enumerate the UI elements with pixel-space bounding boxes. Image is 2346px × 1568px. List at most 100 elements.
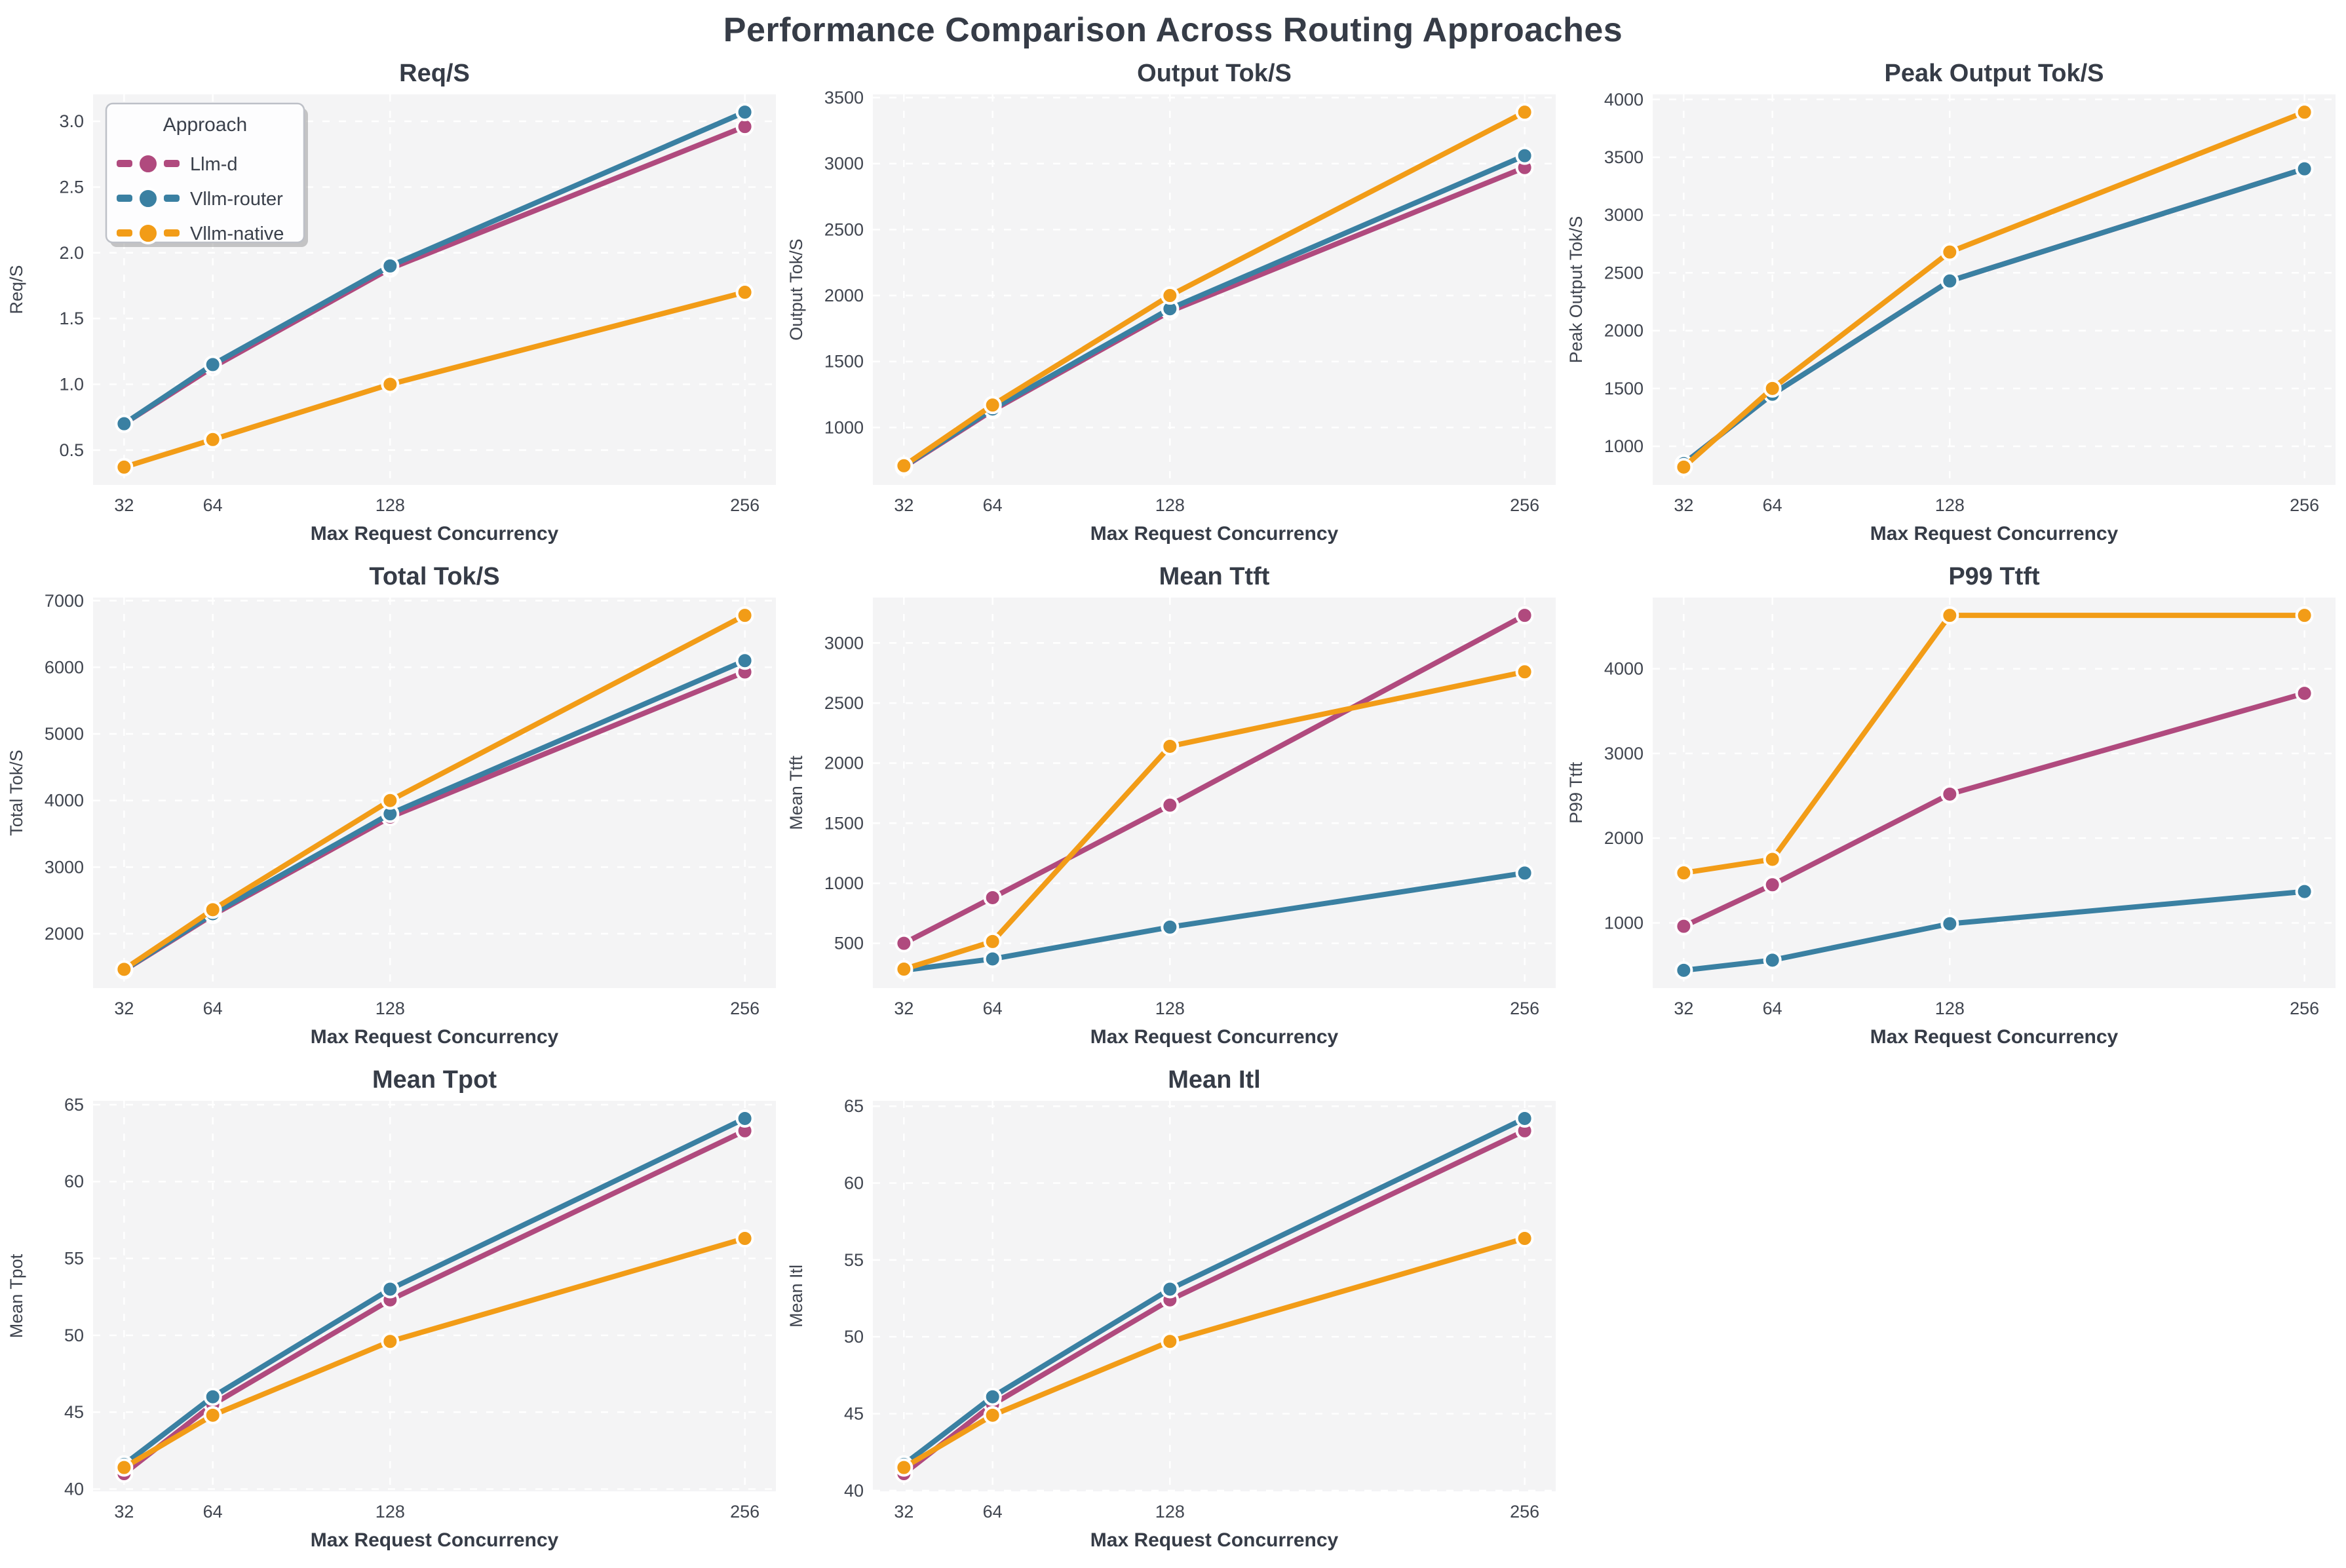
x-tick-labels: 32 64 128 256	[894, 495, 1539, 515]
svg-text:5000: 5000	[45, 724, 84, 744]
chart-title: Req/S	[399, 60, 470, 87]
legend-label: Vllm-native	[190, 223, 284, 244]
chart-title: Mean Itl	[1168, 1066, 1260, 1094]
svg-text:1000: 1000	[1604, 913, 1644, 932]
svg-text:65: 65	[844, 1096, 864, 1116]
svg-text:2000: 2000	[824, 286, 864, 305]
data-point-vllm-native	[115, 457, 134, 476]
svg-text:64: 64	[1763, 495, 1782, 515]
chart-mean-ttft: Mean Ttft 500 1000 1500 2000 2500 3000 32 64 128 2…	[782, 557, 1562, 1060]
svg-text:2500: 2500	[1604, 263, 1644, 282]
y-tick-labels: 1000 2000 3000 4000	[1604, 659, 1644, 933]
svg-text:64: 64	[203, 495, 223, 515]
svg-text:256: 256	[730, 495, 760, 515]
chart-grid: Req/S 0.5 1.0 1.5 2.0 2.5 3.0 32 64 128 256 Max Req…	[3, 54, 2346, 1563]
page-title: Performance Comparison Across Routing Ap…	[723, 11, 1623, 49]
y-tick-labels: 1000 1500 2000 2500 3000 3500 4000	[1604, 90, 1644, 456]
svg-text:256: 256	[730, 999, 760, 1018]
svg-text:32: 32	[114, 999, 134, 1018]
x-axis-label: Max Request Concurrency	[1090, 523, 1339, 545]
data-point-vllm-native	[894, 1458, 913, 1477]
svg-text:60: 60	[64, 1172, 84, 1191]
svg-text:3000: 3000	[824, 633, 864, 653]
svg-text:1000: 1000	[1604, 436, 1644, 456]
data-point-vllm-router	[1674, 961, 1693, 980]
svg-text:45: 45	[844, 1404, 864, 1424]
chart-svg-peak-output-tok-s: Peak Output Tok/S 1000 1500 2000 2500 3000 350…	[1566, 60, 2336, 545]
svg-text:128: 128	[375, 999, 405, 1018]
y-axis-label: Mean Itl	[786, 1265, 806, 1328]
legend-marker-icon	[137, 187, 159, 210]
legend-label: Vllm-router	[190, 189, 283, 210]
data-point-vllm-native	[1940, 242, 1959, 261]
chart-svg-req-s: Req/S 0.5 1.0 1.5 2.0 2.5 3.0 32 64 128 256 Max Req…	[7, 60, 776, 545]
x-tick-labels: 32 64 128 256	[894, 999, 1539, 1018]
y-tick-labels: 500 1000 1500 2000 2500 3000	[824, 633, 864, 953]
data-point-vllm-router	[983, 1387, 1002, 1406]
chart-title: P99 Ttft	[1948, 563, 2040, 590]
series-line-vllm-native	[901, 1236, 1528, 1470]
svg-text:64: 64	[203, 999, 223, 1018]
series-line-vllm-native	[901, 109, 1528, 468]
svg-text:128: 128	[375, 1502, 405, 1521]
chart-total-tok-s: Total Tok/S 2000 3000 4000 5000 6000 7000 32 64 1…	[3, 557, 782, 1060]
data-point-vllm-router	[735, 1109, 754, 1128]
legend-dash-icon	[164, 195, 180, 202]
svg-text:3000: 3000	[824, 154, 864, 174]
plot-area	[873, 1101, 1556, 1491]
data-point-vllm-router	[1515, 1109, 1534, 1128]
y-axis-label: Mean Ttft	[786, 755, 806, 830]
data-point-vllm-router	[1161, 917, 1180, 936]
chart-title: Mean Ttft	[1159, 563, 1270, 590]
y-axis-label: Mean Tpot	[7, 1253, 26, 1338]
svg-text:64: 64	[983, 1502, 1003, 1521]
svg-text:128: 128	[1155, 1502, 1185, 1521]
svg-text:3000: 3000	[45, 857, 84, 877]
svg-text:2000: 2000	[1604, 321, 1644, 341]
legend-marker-icon	[137, 222, 159, 244]
data-point-llm-d	[1515, 606, 1534, 625]
series-line-llm-d	[1681, 691, 2307, 929]
svg-text:256: 256	[2290, 495, 2319, 515]
data-point-llm-d	[1940, 784, 1959, 803]
legend-marker-icon	[137, 153, 159, 175]
chart-svg-total-tok-s: Total Tok/S 2000 3000 4000 5000 6000 7000 32 64 1…	[7, 563, 776, 1048]
svg-text:40: 40	[64, 1479, 84, 1499]
svg-text:2000: 2000	[45, 924, 84, 944]
data-point-llm-d	[1161, 795, 1180, 814]
data-point-llm-d	[983, 888, 1002, 907]
x-tick-labels: 32 64 128 256	[114, 495, 760, 515]
svg-text:40: 40	[844, 1481, 864, 1501]
legend-entry-vllm-router: Vllm-router	[117, 187, 283, 210]
svg-text:1000: 1000	[824, 417, 864, 437]
svg-text:1500: 1500	[824, 352, 864, 372]
data-point-vllm-router	[1161, 1280, 1180, 1299]
data-point-vllm-router	[983, 949, 1002, 968]
data-point-vllm-router	[381, 256, 400, 275]
svg-text:32: 32	[114, 1502, 134, 1521]
data-point-llm-d	[1674, 917, 1693, 936]
data-point-llm-d	[1763, 875, 1782, 894]
data-point-vllm-router	[115, 414, 134, 433]
series-line-vllm-router	[121, 1115, 748, 1467]
chart-peak-output-tok-s: Peak Output Tok/S 1000 1500 2000 2500 3000 350…	[1562, 54, 2342, 557]
chart-p99-ttft: P99 Ttft 1000 2000 3000 4000 32 64 128 256 Max Re…	[1562, 557, 2342, 1060]
chart-svg-mean-itl: Mean Itl 40 45 50 55 60 65 32 64 128 256 Max Reques…	[786, 1066, 1556, 1551]
legend-title: Approach	[163, 114, 247, 136]
plot-area	[1653, 598, 2336, 988]
chart-svg-mean-tpot: Mean Tpot 40 45 50 55 60 65 32 64 128 256 Max Reque…	[7, 1066, 776, 1551]
data-point-vllm-router	[203, 1387, 222, 1406]
x-axis-label: Max Request Concurrency	[1870, 523, 2119, 545]
chart-mean-tpot: Mean Tpot 40 45 50 55 60 65 32 64 128 256 Max Reque…	[3, 1060, 782, 1563]
data-point-vllm-router	[1940, 914, 1959, 933]
svg-text:3500: 3500	[1604, 147, 1644, 167]
svg-text:2000: 2000	[1604, 828, 1644, 848]
x-tick-labels: 32 64 128 256	[1674, 999, 2319, 1018]
svg-text:1.0: 1.0	[59, 374, 84, 394]
data-point-vllm-router	[1515, 864, 1534, 883]
data-point-vllm-native	[983, 396, 1002, 415]
data-point-vllm-native	[381, 375, 400, 394]
y-axis-label: Output Tok/S	[786, 239, 806, 341]
series-line-vllm-native	[121, 290, 748, 470]
svg-text:0.5: 0.5	[59, 440, 84, 460]
